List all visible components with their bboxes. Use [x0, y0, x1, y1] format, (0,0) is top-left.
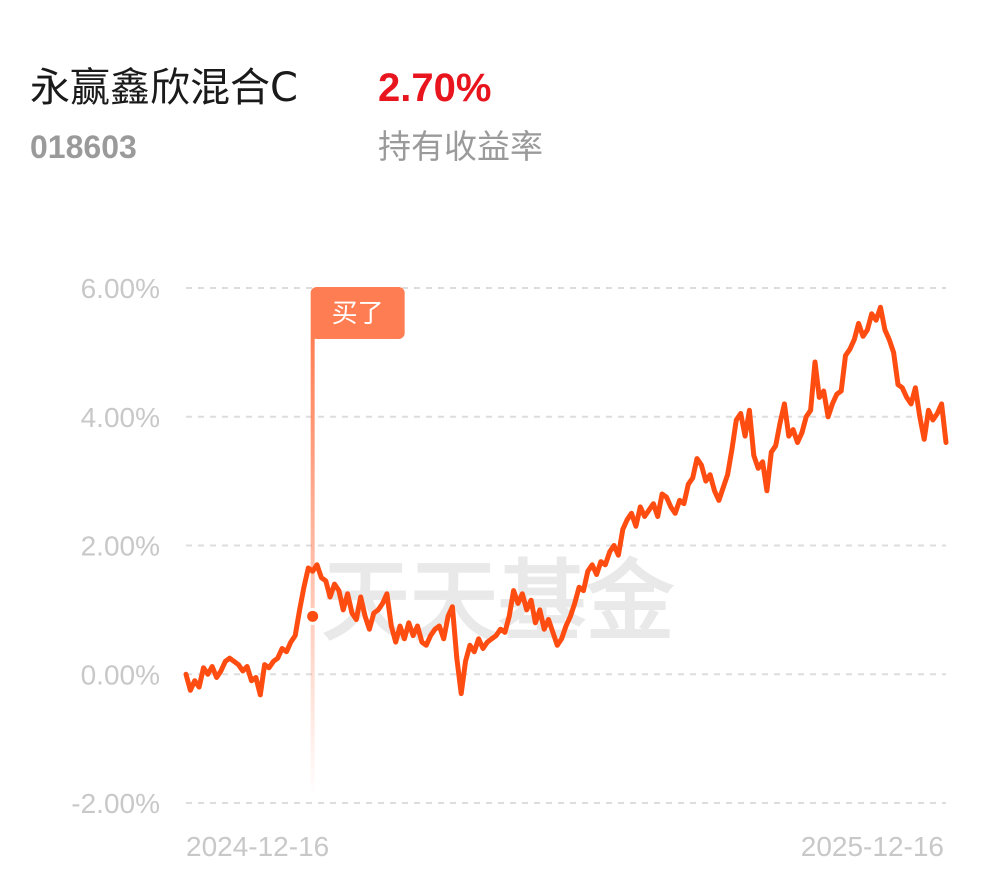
buy-marker-flag — [310, 287, 405, 339]
x-tick-label: 2024-12-16 — [186, 831, 329, 862]
fund-code: 018603 — [30, 129, 137, 165]
grid-lines — [186, 287, 946, 804]
y-tick-label: 6.00% — [81, 273, 160, 304]
fund-name: 永赢鑫欣混合C — [30, 65, 298, 111]
buy-marker-label: 买了 — [332, 299, 384, 329]
y-axis-ticks: 6.00% 4.00% 2.00% 0.00% -2.00% — [71, 273, 160, 819]
buy-point-dot — [304, 607, 322, 625]
watermark-text: 天天基金 — [322, 550, 675, 653]
buy-point-layer — [304, 607, 322, 625]
x-axis-ticks: 2024-12-16 2025-12-16 — [186, 831, 944, 862]
y-tick-label: 4.00% — [81, 402, 160, 433]
buy-marker: 买了 — [310, 287, 405, 796]
x-tick-label: 2025-12-16 — [801, 831, 944, 862]
holding-return-value: 2.70% — [378, 66, 492, 110]
y-tick-label: 0.00% — [81, 659, 160, 690]
holding-return-line — [183, 304, 949, 698]
holding-return-label: 持有收益率 — [378, 127, 543, 166]
y-tick-label: -2.00% — [71, 788, 160, 819]
y-tick-label: 2.00% — [81, 531, 160, 562]
buy-marker-line — [310, 334, 315, 796]
series-layer — [183, 304, 949, 698]
